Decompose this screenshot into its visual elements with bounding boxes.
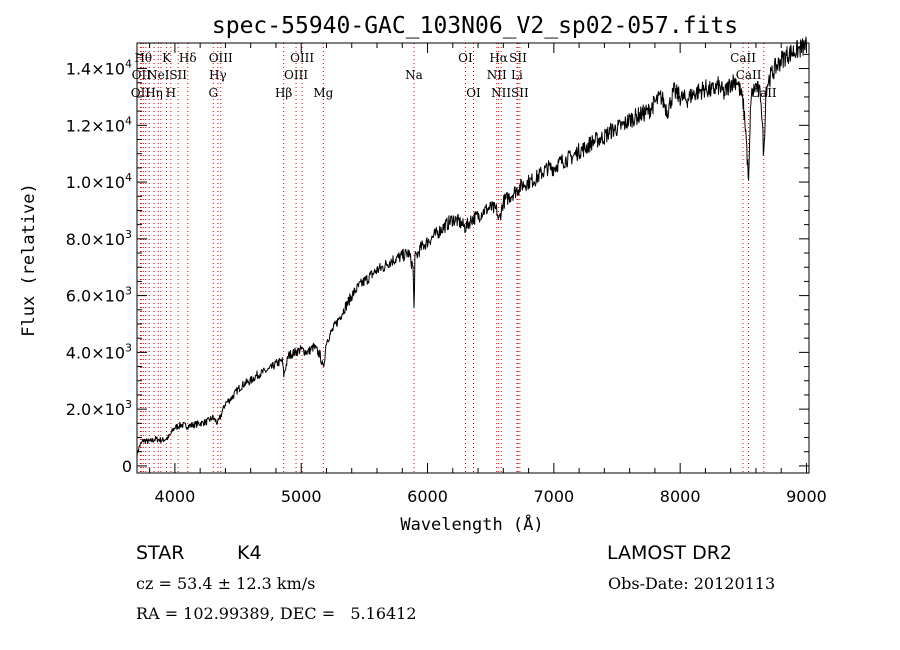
line-marker-label: Hδ — [179, 51, 197, 65]
line-marker-label: OII — [131, 86, 151, 100]
y-tick-label: 4.0×103 — [66, 341, 132, 362]
y-tick-label: 2.0×103 — [66, 398, 132, 419]
line-marker-label: Na — [405, 68, 423, 82]
x-tick-label: 5000 — [281, 487, 322, 506]
chart-title: spec-55940-GAC_103N06_V2_sp02-057.fits — [212, 13, 738, 39]
observation-date: Obs-Date: 20120113 — [608, 574, 776, 593]
object-subclass: K4 — [237, 542, 262, 564]
y-axis-label: Flux (relative) — [19, 183, 39, 337]
line-marker-label: SII — [169, 68, 187, 82]
line-marker-label: CaII — [730, 51, 756, 65]
redshift-velocity: cz = 53.4 ± 12.3 km/s — [136, 574, 316, 593]
spectrum-line — [136, 36, 807, 458]
y-tick-label: 1.4×104 — [66, 58, 132, 79]
x-axis-label: Wavelength (Å) — [400, 513, 543, 535]
line-marker-label: Hγ — [209, 68, 227, 82]
line-marker-label: NII — [487, 68, 507, 82]
x-tick-label: 8000 — [660, 487, 701, 506]
coordinates: RA = 102.99389, DEC = 5.16412 — [136, 604, 417, 623]
y-tick-label: 1.0×104 — [66, 171, 132, 192]
line-marker-label: Hα — [489, 51, 508, 65]
line-marker-label: Li — [511, 68, 523, 82]
x-tick-label: 9000 — [786, 487, 827, 506]
line-marker-label: Hβ — [275, 86, 292, 100]
line-marker-label: CaII — [736, 68, 762, 82]
line-marker-label: OIII — [290, 51, 314, 65]
spectrum-series — [136, 36, 807, 458]
x-tick-label: 6000 — [407, 487, 448, 506]
spectral-line-labels: OIIOIIHθHηNeIKHSIIHδGHγOIIIHβOIIIOIIIMgN… — [131, 51, 777, 100]
spectrum-chart: spec-55940-GAC_103N06_V2_sp02-057.fits O… — [19, 13, 827, 535]
x-axis: 4000 5000 6000 7000 8000 9000 — [149, 43, 827, 506]
y-tick-label: 1.2×104 — [66, 114, 132, 135]
line-marker-label: OI — [466, 86, 481, 100]
line-marker-label: Mg — [313, 86, 333, 100]
y-tick-label: 6.0×103 — [66, 285, 132, 306]
line-marker-label: G — [208, 86, 218, 100]
x-tick-label: 7000 — [533, 487, 574, 506]
line-marker-label: NII — [491, 86, 511, 100]
line-marker-label: Hη — [145, 86, 163, 100]
line-marker-label: H — [166, 86, 176, 100]
y-tick-label: 8.0×103 — [66, 228, 132, 249]
line-marker-label: OI — [458, 51, 473, 65]
line-marker-label: OIII — [209, 51, 233, 65]
x-tick-label: 4000 — [155, 487, 196, 506]
object-class: STAR — [136, 542, 185, 564]
line-marker-label: NeI — [147, 68, 170, 82]
survey-name: LAMOST DR2 — [607, 542, 732, 564]
line-marker-label: K — [162, 51, 172, 65]
y-axis: 0 2.0×103 4.0×103 6.0×103 8.0×103 1.0×104 1.2×… — [66, 53, 809, 476]
y-tick-label: 0 — [122, 457, 132, 476]
line-marker-label: SII — [509, 51, 527, 65]
plot-frame — [136, 42, 810, 474]
line-marker-label: OIII — [284, 68, 308, 82]
line-marker-label: SII — [511, 86, 529, 100]
